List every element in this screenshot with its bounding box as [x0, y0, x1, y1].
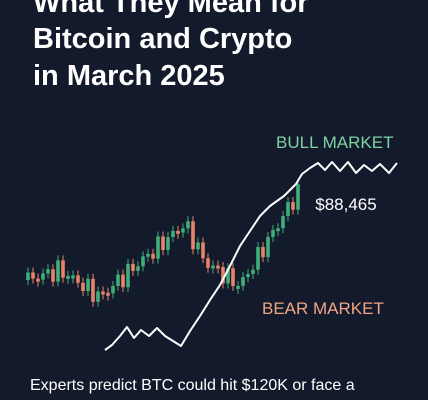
candle-body — [231, 268, 235, 287]
candle-body — [71, 275, 75, 279]
candle-body — [166, 237, 170, 251]
candle-body — [86, 278, 90, 291]
candle-body — [256, 247, 260, 270]
candle-body — [151, 253, 155, 259]
bear-label: BEAR MARKET — [262, 299, 384, 318]
candle-body — [51, 269, 55, 282]
candle-body — [106, 292, 110, 296]
candle-body — [171, 230, 175, 238]
candle-body — [201, 242, 205, 259]
candle-body — [226, 268, 230, 284]
price-label: $88,465 — [315, 195, 376, 214]
candle-body — [126, 263, 130, 288]
candle-body — [161, 236, 165, 251]
candle-body — [296, 184, 300, 210]
candle-body — [236, 285, 240, 289]
candle-body — [46, 269, 50, 274]
candle-body — [91, 278, 95, 302]
candle-body — [291, 202, 295, 210]
candle-body — [246, 274, 250, 278]
candle-body — [251, 269, 255, 275]
candle-body — [26, 272, 30, 280]
candle-body — [271, 229, 275, 237]
candle-body — [136, 266, 140, 271]
candle-body — [266, 236, 270, 258]
candle-body — [36, 278, 40, 282]
candle-body — [156, 236, 160, 259]
candle-body — [66, 275, 70, 279]
candle-body — [186, 221, 190, 229]
candle-body — [31, 272, 35, 279]
candle-body — [116, 274, 120, 287]
candle-body — [281, 216, 285, 229]
candle-body — [56, 260, 60, 282]
candle-body — [221, 267, 225, 284]
candle-body — [101, 291, 105, 295]
candle-body — [81, 282, 85, 291]
title-line: What They Mean for — [33, 0, 309, 19]
candle-body — [241, 277, 245, 286]
trend-line — [104, 161, 398, 351]
candle-body — [141, 256, 145, 267]
candle-body — [111, 286, 115, 294]
candle-body — [131, 263, 135, 271]
candle-body — [191, 221, 195, 250]
candle-body — [211, 265, 215, 269]
candle-body — [146, 253, 150, 257]
candle-body — [121, 274, 125, 288]
title-line: in March 2025 — [33, 60, 225, 92]
candle-body — [276, 228, 280, 232]
candle-body — [261, 247, 265, 258]
candle-body — [286, 202, 290, 217]
candlestick-illustration — [26, 179, 300, 307]
candle-body — [206, 258, 210, 268]
candle-body — [196, 242, 200, 250]
candle-body — [61, 260, 65, 278]
candle-body — [176, 230, 180, 234]
candle-body — [41, 273, 45, 280]
candle-body — [181, 228, 185, 233]
title-line: Bitcoin and Crypto — [33, 23, 292, 55]
bull-label: BULL MARKET — [276, 133, 393, 152]
candle-body — [96, 291, 100, 302]
price-box — [306, 189, 386, 219]
caption: Experts predict BTC could hit $120K or f… — [30, 377, 355, 394]
candle-body — [76, 275, 80, 283]
candle-body — [216, 265, 220, 269]
